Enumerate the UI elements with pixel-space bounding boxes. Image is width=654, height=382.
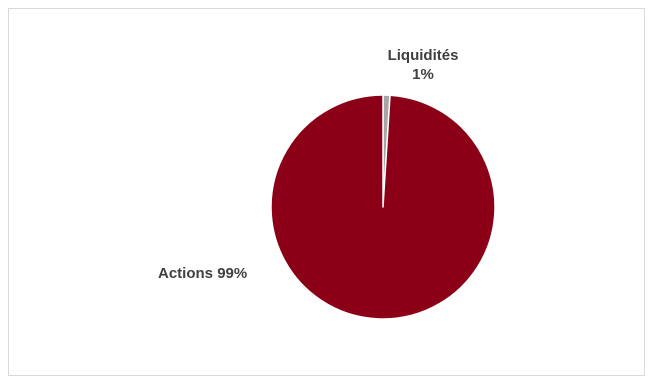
data-label-liquidites: Liquidités 1%: [368, 46, 478, 84]
pie-slice-actions: [270, 94, 496, 320]
data-label-liquidites-name: Liquidités: [387, 47, 459, 64]
data-label-actions-name: Actions: [158, 265, 214, 282]
data-label-actions: Actions 99%: [158, 264, 247, 283]
data-label-liquidites-value: 1%: [412, 66, 434, 83]
data-label-actions-value: 99%: [217, 265, 248, 282]
